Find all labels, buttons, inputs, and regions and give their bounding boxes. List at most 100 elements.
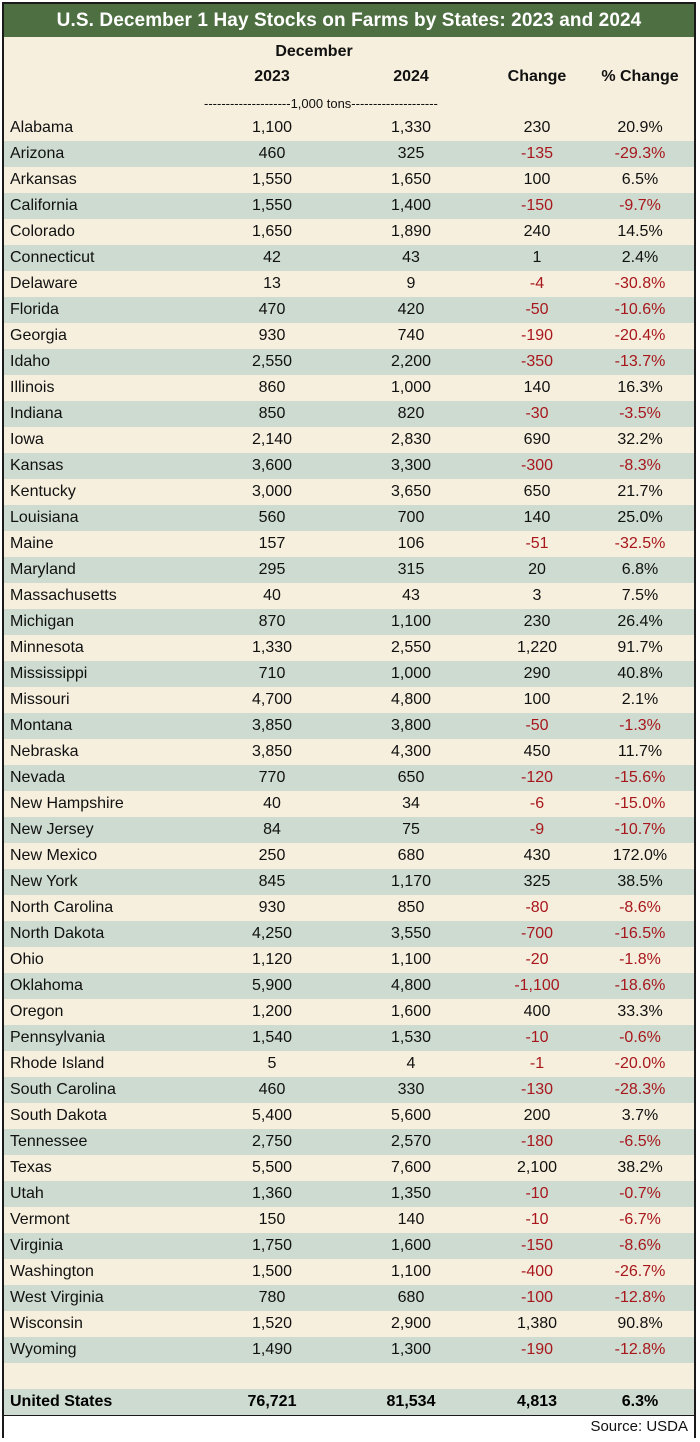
value-2024-cell: 75: [402, 821, 420, 838]
source-label: Source: USDA: [590, 1418, 688, 1435]
value-2024-cell: 1,100: [390, 1263, 432, 1280]
change-cell: 240: [523, 223, 551, 240]
total-pct-change: 6.3%: [621, 1393, 659, 1410]
value-2023-cell: 860: [258, 379, 286, 396]
state-cell: Texas: [10, 1159, 52, 1176]
change-cell: 1: [532, 249, 542, 266]
state-cell: Tennessee: [10, 1133, 88, 1150]
state-cell: Arkansas: [10, 171, 77, 188]
table-row: Mississippi 710 1,000 290 40.8%: [4, 661, 694, 687]
source-row: Source: USDA: [4, 1415, 694, 1440]
pct-change-cell: 6.5%: [621, 171, 659, 188]
value-2024-cell: 2,830: [390, 431, 432, 448]
state-cell: Idaho: [10, 353, 51, 370]
pct-change-cell: -16.5%: [614, 925, 666, 942]
value-2023-cell: 1,100: [251, 119, 293, 136]
pct-change-cell: -32.5%: [614, 535, 666, 552]
change-cell: 230: [523, 613, 551, 630]
change-cell: -51: [525, 535, 549, 552]
value-2024-cell: 1,100: [390, 613, 432, 630]
value-2024-cell: 106: [397, 535, 425, 552]
value-2024-cell: 1,650: [390, 171, 432, 188]
value-2023-cell: 40: [263, 795, 281, 812]
state-cell: Massachusetts: [10, 587, 117, 604]
pct-change-cell: -10.6%: [614, 301, 666, 318]
pct-change-cell: -1.8%: [619, 951, 661, 968]
change-cell: -9: [529, 821, 545, 838]
table-row: California 1,550 1,400 -150 -9.7%: [4, 193, 694, 219]
change-cell: 20: [528, 561, 546, 578]
value-2024-cell: 1,000: [390, 379, 432, 396]
state-cell: South Carolina: [10, 1081, 116, 1098]
pct-change-cell: 11.7%: [617, 743, 663, 760]
value-2023-cell: 250: [258, 847, 286, 864]
change-cell: -190: [520, 1341, 554, 1358]
value-2024-cell: 1,600: [390, 1237, 432, 1254]
total-2023: 76,721: [247, 1393, 297, 1410]
table-row: New Hampshire 40 34 -6 -15.0%: [4, 791, 694, 817]
pct-change-cell: 25.0%: [617, 509, 663, 526]
value-2024-cell: 1,890: [390, 223, 432, 240]
pct-change-cell: 20.9%: [617, 119, 663, 136]
value-2024-cell: 680: [397, 847, 425, 864]
value-2024-cell: 325: [397, 145, 425, 162]
change-cell: -120: [520, 769, 554, 786]
table-row: Nebraska 3,850 4,300 450 11.7%: [4, 739, 694, 765]
state-cell: Maryland: [10, 561, 76, 578]
table-row: Kansas 3,600 3,300 -300 -8.3%: [4, 453, 694, 479]
pct-change-cell: 16.3%: [617, 379, 663, 396]
value-2023-cell: 2,550: [251, 353, 293, 370]
change-cell: -10: [525, 1185, 549, 1202]
change-cell: 100: [523, 171, 551, 188]
change-cell: -300: [520, 457, 554, 474]
table-row: Kentucky 3,000 3,650 650 21.7%: [4, 479, 694, 505]
value-2024-cell: 43: [402, 249, 420, 266]
table-row: Ohio 1,120 1,100 -20 -1.8%: [4, 947, 694, 973]
value-2024-cell: 4,300: [390, 743, 432, 760]
table-row: Oklahoma 5,900 4,800 -1,100 -18.6%: [4, 973, 694, 999]
value-2024-cell: 650: [397, 769, 425, 786]
change-cell: 3: [532, 587, 542, 604]
state-cell: Nevada: [10, 769, 66, 786]
change-cell: -180: [520, 1133, 554, 1150]
pct-change-cell: 90.8%: [617, 1315, 663, 1332]
table-row: Wyoming 1,490 1,300 -190 -12.8%: [4, 1337, 694, 1363]
value-2024-cell: 4,800: [390, 691, 432, 708]
pct-change-cell: 7.5%: [621, 587, 659, 604]
state-cell: Alabama: [10, 119, 74, 136]
state-cell: Connecticut: [10, 249, 95, 266]
header-2024: 2024: [393, 68, 429, 85]
change-cell: 690: [523, 431, 551, 448]
value-2024-cell: 1,100: [390, 951, 432, 968]
value-2023-cell: 3,600: [251, 457, 293, 474]
pct-change-cell: -6.7%: [619, 1211, 661, 1228]
value-2023-cell: 3,850: [251, 743, 293, 760]
change-cell: -80: [525, 899, 549, 916]
state-cell: Arizona: [10, 145, 65, 162]
table-row: Illinois 860 1,000 140 16.3%: [4, 375, 694, 401]
change-cell: 650: [523, 483, 551, 500]
table-row: Iowa 2,140 2,830 690 32.2%: [4, 427, 694, 453]
pct-change-cell: -12.8%: [614, 1289, 666, 1306]
change-cell: 400: [523, 1003, 551, 1020]
pct-change-cell: 32.2%: [617, 431, 663, 448]
value-2023-cell: 150: [258, 1211, 286, 1228]
table-row: Florida 470 420 -50 -10.6%: [4, 297, 694, 323]
state-cell: New Hampshire: [10, 795, 124, 812]
pct-change-cell: -20.0%: [614, 1055, 666, 1072]
state-cell: North Dakota: [10, 925, 105, 942]
value-2024-cell: 3,650: [390, 483, 432, 500]
table-row: Arkansas 1,550 1,650 100 6.5%: [4, 167, 694, 193]
pct-change-cell: -20.4%: [614, 327, 666, 344]
state-cell: Colorado: [10, 223, 75, 240]
value-2024-cell: 4,800: [390, 977, 432, 994]
value-2023-cell: 930: [258, 327, 286, 344]
value-2023-cell: 560: [258, 509, 286, 526]
value-2023-cell: 850: [258, 405, 286, 422]
value-2023-cell: 1,500: [251, 1263, 293, 1280]
table-row: Louisiana 560 700 140 25.0%: [4, 505, 694, 531]
table-row: Washington 1,500 1,100 -400 -26.7%: [4, 1259, 694, 1285]
header-change: Change: [507, 68, 567, 85]
table-row: Nevada 770 650 -120 -15.6%: [4, 765, 694, 791]
